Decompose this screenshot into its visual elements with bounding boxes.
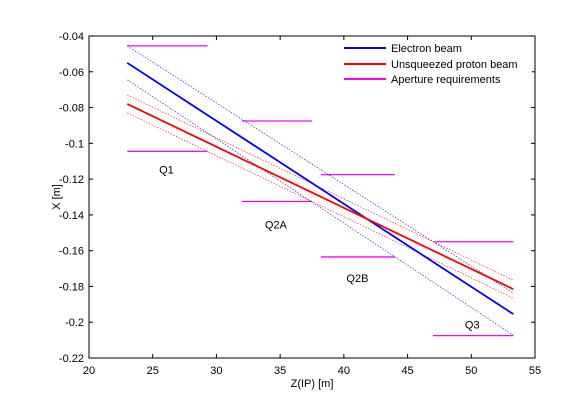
y-tick-label: -0.06	[59, 67, 84, 79]
y-tick-label: -0.14	[59, 210, 84, 222]
aperture-label-q2b: Q2B	[346, 273, 368, 285]
proton-beam-line	[126, 103, 514, 290]
y-tick-label: -0.2	[65, 317, 84, 329]
legend-label-aperture: Aperture requirements	[391, 74, 501, 86]
y-tick-label: -0.1	[65, 138, 84, 150]
aperture-label-q2a: Q2A	[265, 219, 288, 231]
y-tick-label: -0.04	[59, 31, 84, 43]
axis-ticks: 20 25 30 35 40 45 50 55 -0.04 -0.06 -0.08 -0.1 -0.12…	[59, 31, 541, 377]
aperture-label-q1: Q1	[159, 165, 174, 177]
plot-frame	[88, 35, 536, 359]
envelope-lower-proton	[127, 112, 514, 299]
y-tick-label: -0.08	[59, 103, 84, 115]
x-tick-label: 45	[401, 365, 413, 377]
x-tick-label: 35	[274, 365, 286, 377]
y-tick-label: -0.18	[59, 281, 84, 293]
y-axis-label: X [m]	[51, 184, 63, 210]
plot-content: Q1 Q2A Q2B Q3	[126, 45, 514, 337]
x-tick-label: 55	[529, 365, 541, 377]
envelope-upper-electron	[127, 45, 514, 294]
y-tick-label: -0.16	[59, 246, 84, 258]
aperture-label-q3: Q3	[465, 319, 480, 331]
envelope-lower-electron	[127, 79, 514, 336]
y-tick-label: -0.22	[59, 353, 84, 365]
legend-label-electron: Electron beam	[391, 43, 462, 55]
legend-label-proton: Unsqueezed proton beam	[391, 59, 518, 71]
x-tick-label: 20	[83, 365, 95, 377]
legend: Electron beam Unsqueezed proton beam Ape…	[340, 40, 532, 90]
x-axis-label: Z(IP) [m]	[291, 378, 334, 390]
x-tick-label: 30	[210, 365, 222, 377]
x-tick-label: 25	[147, 365, 159, 377]
electron-beam-line	[126, 62, 514, 315]
y-tick-label: -0.12	[59, 174, 84, 186]
x-tick-label: 50	[465, 365, 477, 377]
x-tick-label: 40	[338, 365, 350, 377]
